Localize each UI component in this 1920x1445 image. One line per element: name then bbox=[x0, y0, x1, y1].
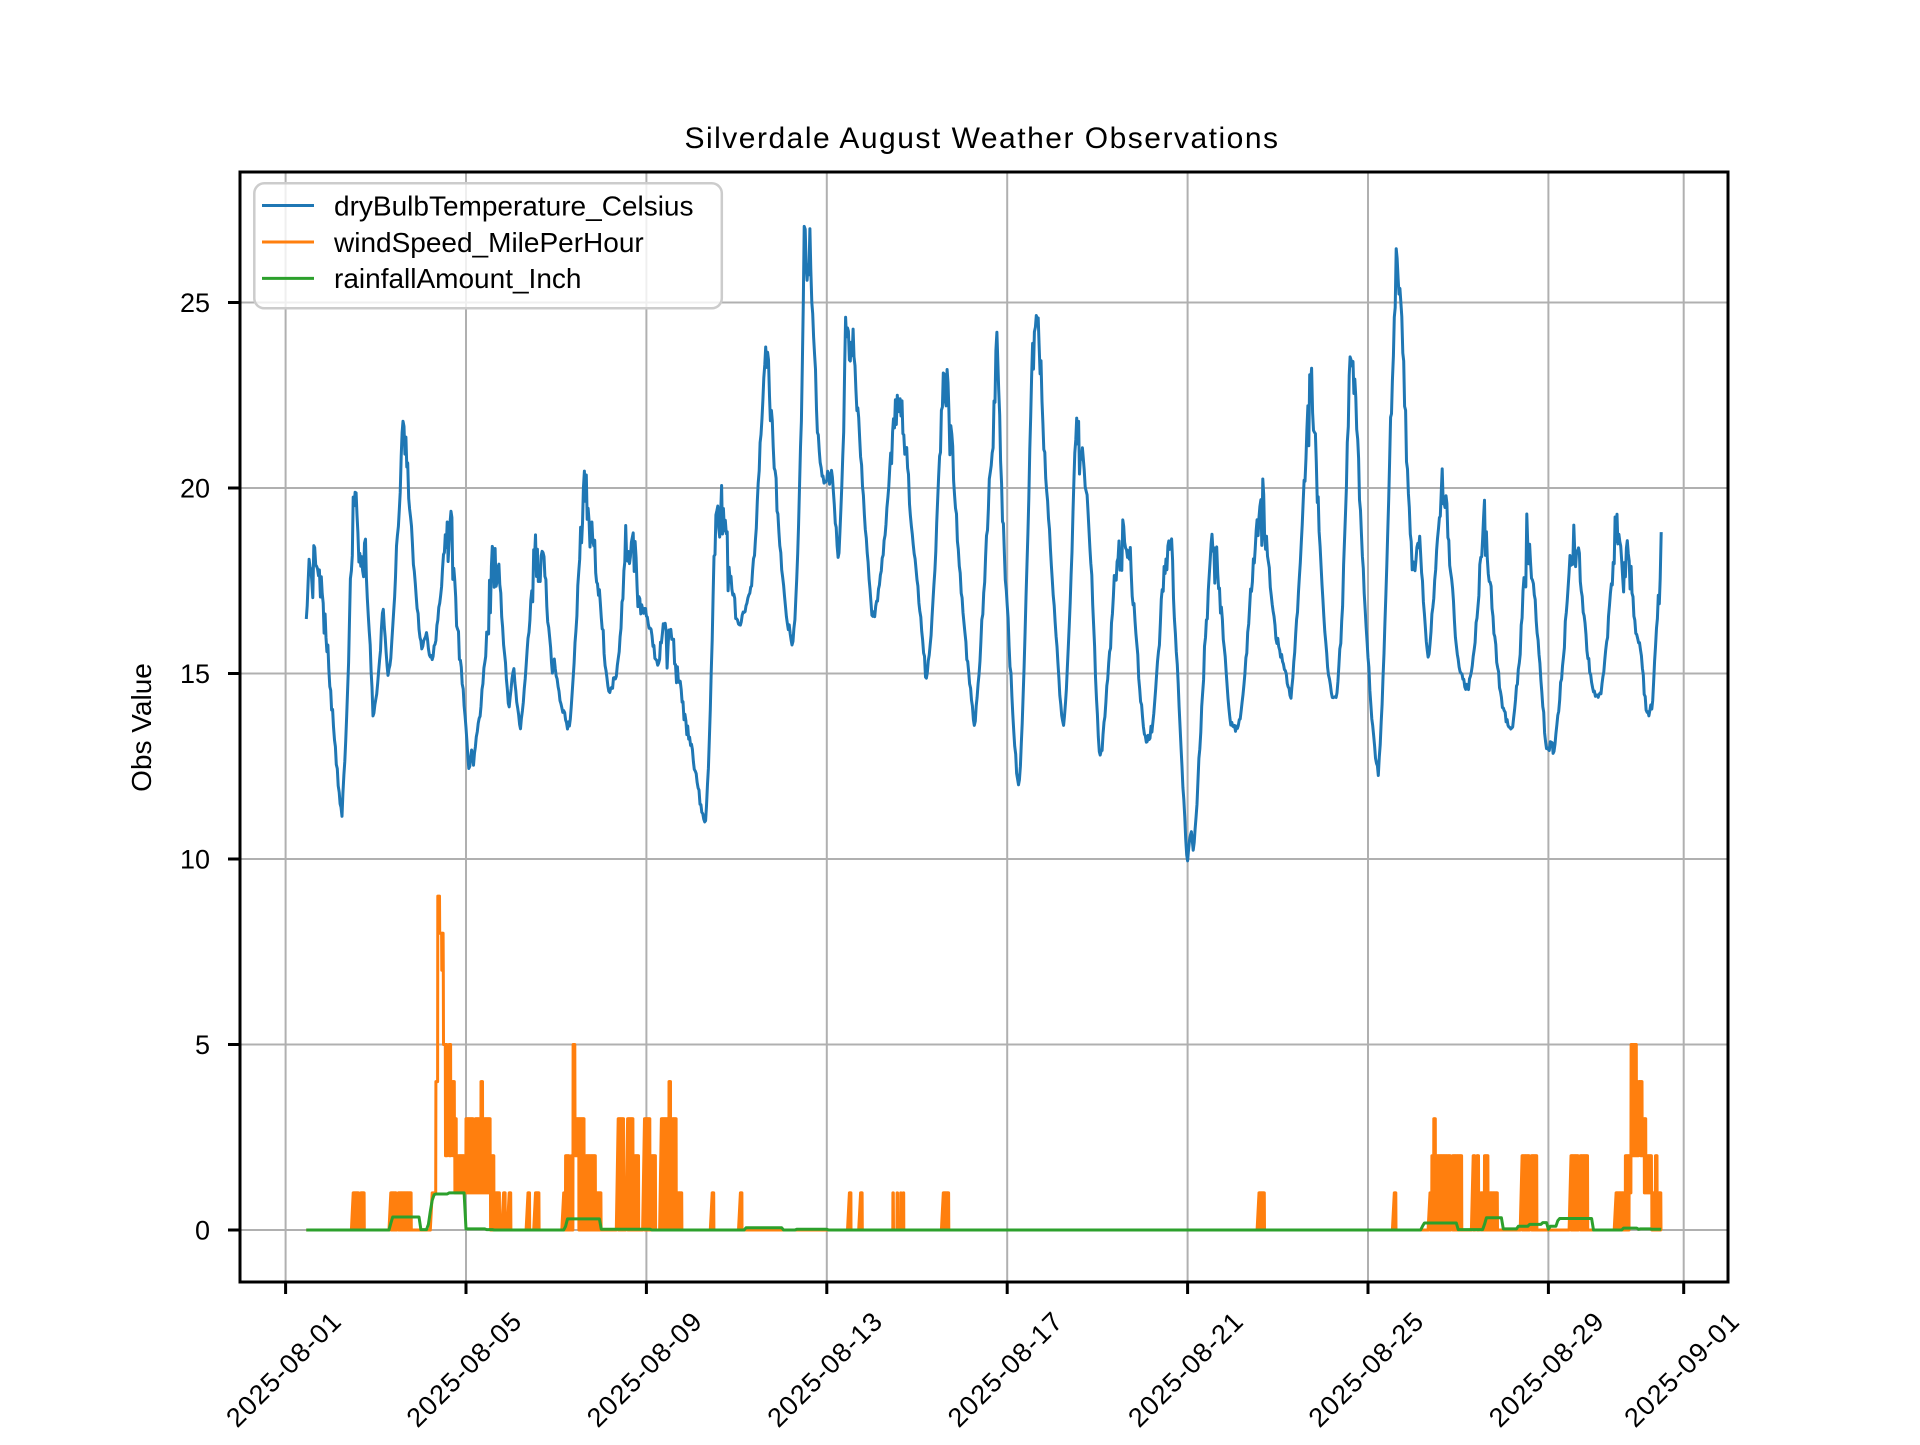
svg-text:Obs Value: Obs Value bbox=[126, 663, 157, 792]
svg-text:rainfallAmount_Inch: rainfallAmount_Inch bbox=[334, 263, 581, 294]
svg-text:5: 5 bbox=[195, 1030, 210, 1060]
svg-text:Silverdale August Weather Obse: Silverdale August Weather Observations bbox=[684, 122, 1279, 155]
svg-text:15: 15 bbox=[180, 659, 210, 689]
svg-text:20: 20 bbox=[180, 474, 210, 504]
svg-text:0: 0 bbox=[195, 1216, 210, 1246]
svg-text:dryBulbTemperature_Celsius: dryBulbTemperature_Celsius bbox=[334, 190, 694, 221]
svg-text:10: 10 bbox=[180, 845, 210, 875]
svg-text:windSpeed_MilePerHour: windSpeed_MilePerHour bbox=[333, 227, 644, 258]
svg-text:25: 25 bbox=[180, 288, 210, 318]
